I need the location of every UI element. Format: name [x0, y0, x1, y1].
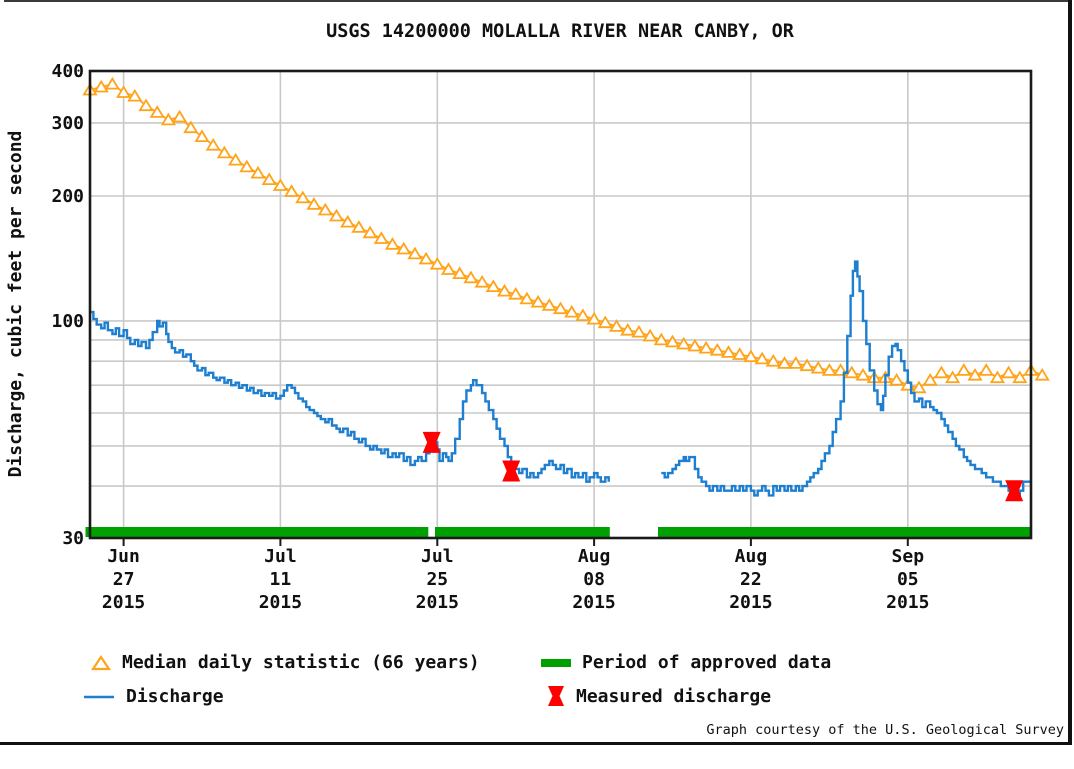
svg-text:2015: 2015 [572, 592, 615, 613]
y-axis-label: Discharge, cubic feet per second [5, 131, 26, 478]
figure-border-top [4, 0, 1071, 2]
figure-border-bottom [0, 742, 1071, 745]
svg-text:400: 400 [51, 61, 84, 82]
svg-text:Aug: Aug [578, 546, 611, 567]
legend-item-median: Median daily statistic (66 years) [90, 652, 480, 673]
measured-discharge-icon [548, 686, 564, 706]
discharge-line-icon [84, 695, 114, 698]
tick-labels: 40030020010030Jun272015Jul112015Jul25201… [51, 61, 929, 613]
svg-text:100: 100 [51, 311, 84, 332]
legend-approved-label: Period of approved data [582, 652, 832, 673]
svg-text:Sep: Sep [892, 546, 925, 567]
hydrograph-chart: USGS 14200000 MOLALLA RIVER NEAR CANBY, … [5, 21, 1050, 613]
svg-text:2015: 2015 [729, 592, 772, 613]
legend: Median daily statistic (66 years) Discha… [0, 640, 1074, 740]
legend-discharge-label: Discharge [126, 686, 224, 707]
svg-text:2015: 2015 [259, 592, 302, 613]
svg-text:Aug: Aug [735, 546, 768, 567]
svg-text:Jul: Jul [264, 546, 297, 567]
legend-median-label: Median daily statistic (66 years) [122, 652, 480, 673]
legend-item-measured: Measured discharge [546, 684, 771, 708]
svg-text:2015: 2015 [886, 592, 929, 613]
svg-text:30: 30 [62, 528, 84, 549]
svg-text:300: 300 [51, 113, 84, 134]
svg-text:22: 22 [740, 569, 762, 590]
legend-item-discharge: Discharge [82, 686, 224, 707]
svg-text:27: 27 [113, 569, 135, 590]
figure-border-right [1068, 0, 1072, 745]
chart-title: USGS 14200000 MOLALLA RIVER NEAR CANBY, … [326, 21, 795, 42]
svg-text:11: 11 [270, 569, 292, 590]
svg-text:05: 05 [897, 569, 919, 590]
svg-text:25: 25 [426, 569, 448, 590]
legend-measured-label: Measured discharge [576, 685, 772, 707]
median-triangle-icon [90, 654, 112, 670]
svg-text:200: 200 [51, 186, 84, 207]
svg-text:2015: 2015 [416, 592, 459, 613]
svg-text:Jun: Jun [107, 546, 140, 567]
legend-item-approved: Period of approved data [540, 652, 831, 673]
svg-text:2015: 2015 [102, 592, 145, 613]
svg-text:Jul: Jul [421, 546, 454, 567]
axes-frame [88, 69, 1033, 546]
svg-text:08: 08 [583, 569, 605, 590]
data-series [82, 76, 1050, 537]
approved-period-icon [541, 658, 571, 667]
courtesy-caption: Graph courtesy of the U.S. Geological Su… [706, 722, 1064, 738]
